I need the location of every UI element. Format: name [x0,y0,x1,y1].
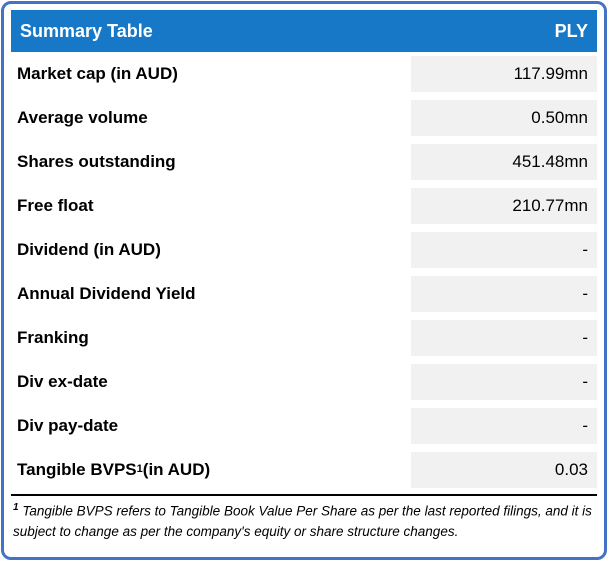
table-row: Average volume 0.50mn [11,100,597,136]
table-row: Tangible BVPS 1 (in AUD) 0.03 [11,452,597,488]
row-label: Free float [11,188,411,224]
row-value: - [411,408,597,444]
rows: Market cap (in AUD) 117.99mn Average vol… [11,56,597,488]
row-value: - [411,232,597,268]
table-header: Summary Table PLY [11,10,597,52]
table-row: Div ex-date - [11,364,597,400]
row-label: Div ex-date [11,364,411,400]
table-row: Market cap (in AUD) 117.99mn [11,56,597,92]
table-row: Free float 210.77mn [11,188,597,224]
row-label: Dividend (in AUD) [11,232,411,268]
row-value: - [411,364,597,400]
row-label: Market cap (in AUD) [11,56,411,92]
footnote-divider [11,494,597,496]
row-label: Shares outstanding [11,144,411,180]
table-row: Franking - [11,320,597,356]
footnote-marker: 1 [13,502,19,513]
row-value: 210.77mn [411,188,597,224]
row-value: - [411,320,597,356]
table-title: Summary Table [20,20,153,41]
row-label: Div pay-date [11,408,411,444]
row-value: 0.03 [411,452,597,488]
row-value: - [411,276,597,312]
row-value: 451.48mn [411,144,597,180]
footnote: 1 Tangible BVPS refers to Tangible Book … [11,500,597,543]
row-value: 0.50mn [411,100,597,136]
table-row: Dividend (in AUD) - [11,232,597,268]
row-label: Average volume [11,100,411,136]
row-label: Annual Dividend Yield [11,276,411,312]
row-value: 117.99mn [411,56,597,92]
ticker-symbol: PLY [554,20,588,41]
row-label: Tangible BVPS 1 (in AUD) [11,452,411,488]
table-row: Annual Dividend Yield - [11,276,597,312]
row-label: Franking [11,320,411,356]
table-row: Shares outstanding 451.48mn [11,144,597,180]
table-row: Div pay-date - [11,408,597,444]
footnote-text: Tangible BVPS refers to Tangible Book Va… [13,503,592,540]
